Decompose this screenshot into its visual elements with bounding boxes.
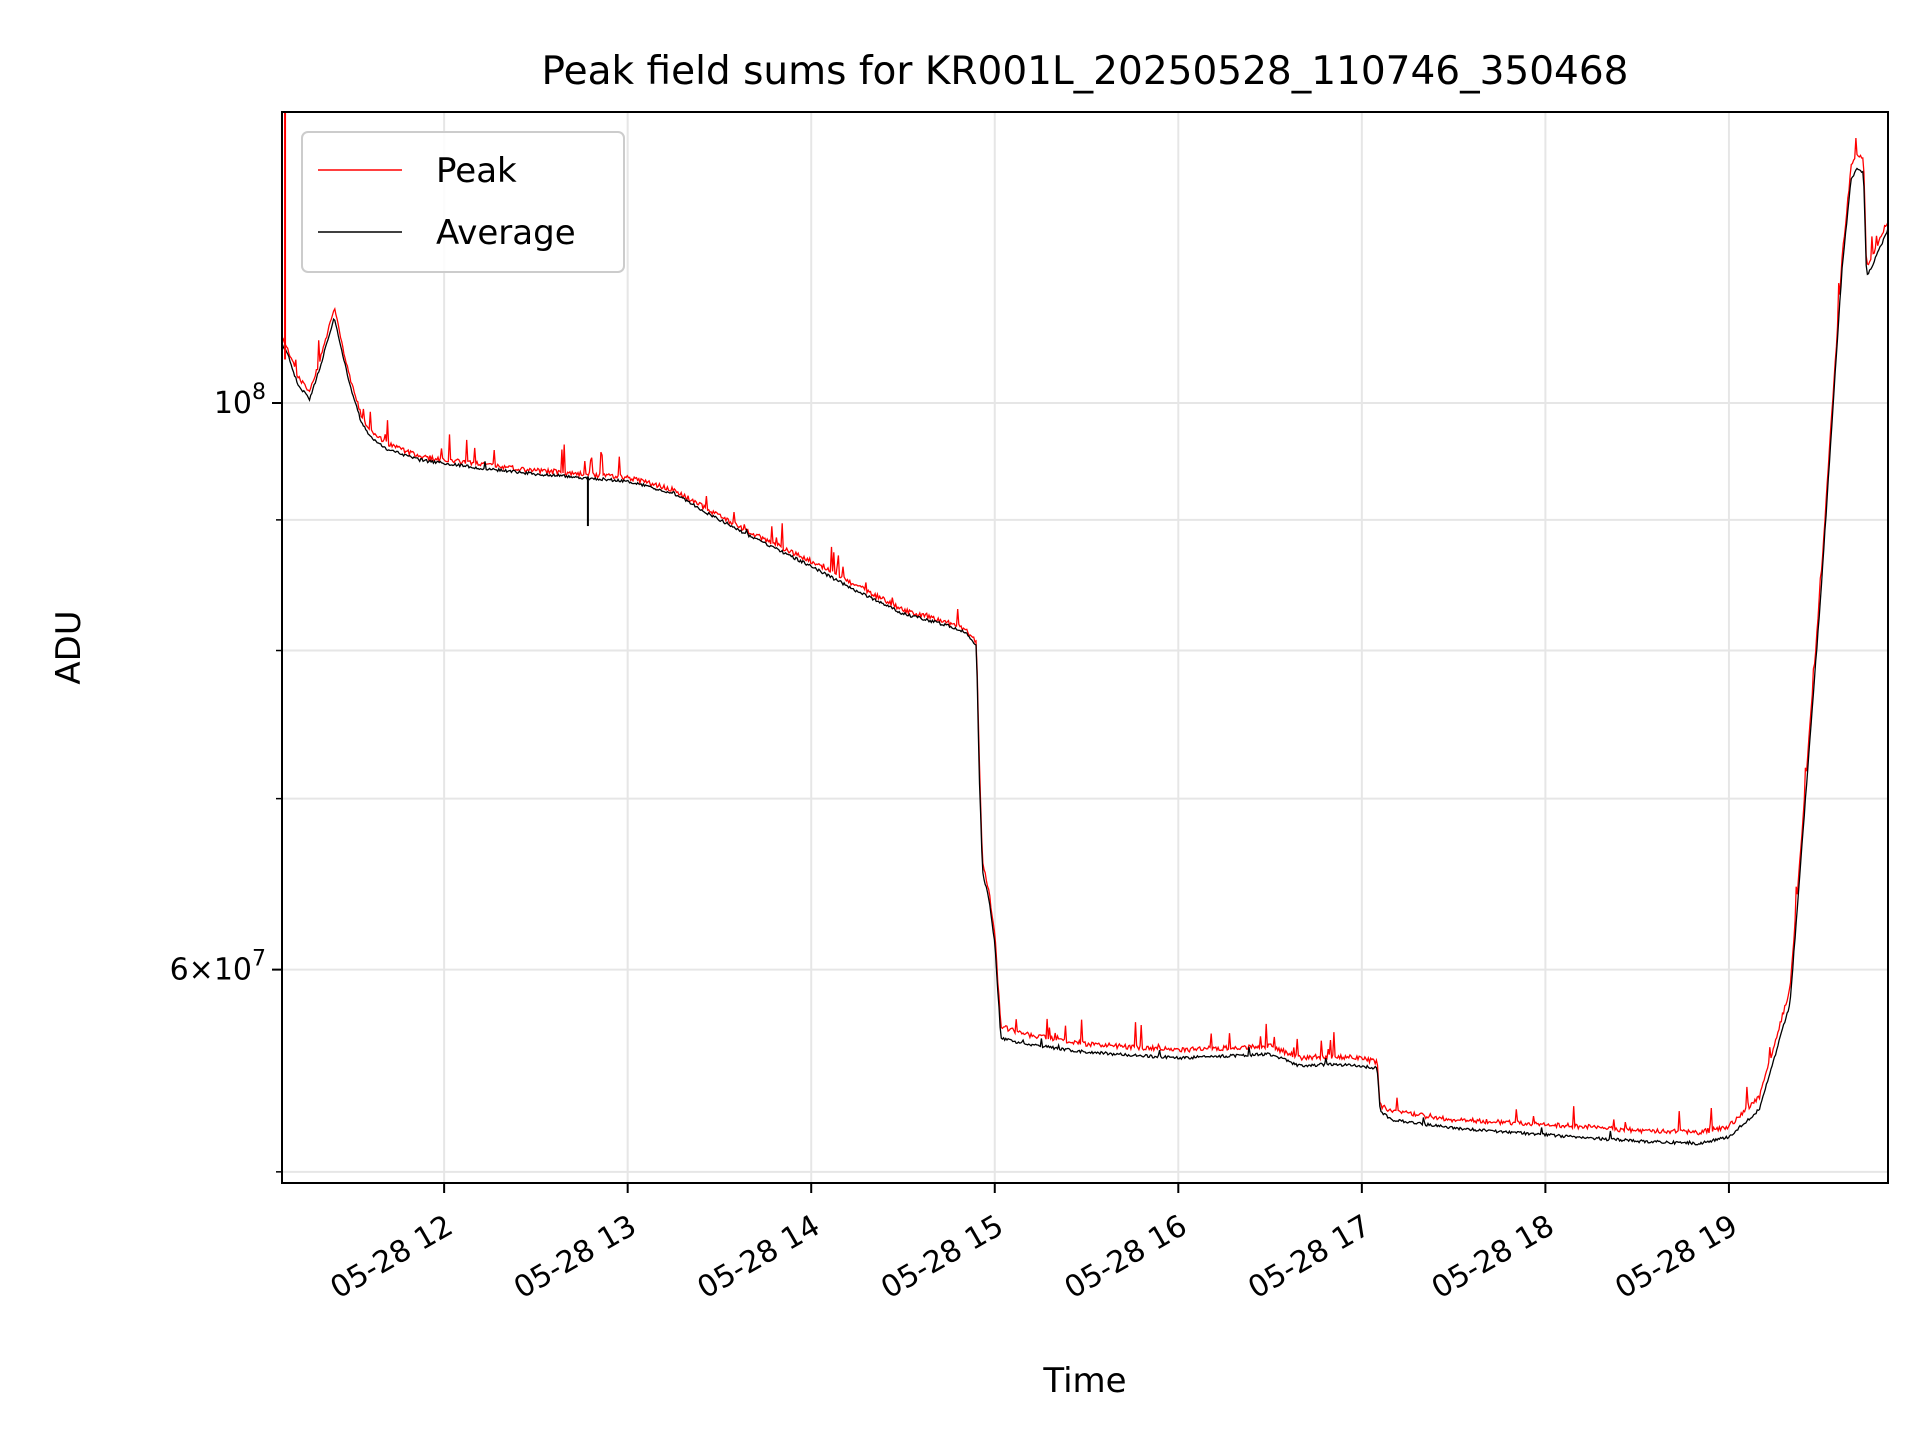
x-axis-label: Time bbox=[1042, 1361, 1126, 1401]
grid bbox=[282, 112, 1888, 1183]
y-axis-label: ADU bbox=[49, 610, 89, 684]
series-line-peak bbox=[282, 138, 1888, 1136]
y-tick-exponent: 7 bbox=[252, 947, 266, 972]
y-tick-exponent: 8 bbox=[252, 380, 266, 405]
legend-box bbox=[301, 131, 625, 273]
y-tick-label: 108 bbox=[214, 380, 266, 421]
y-tick-label: 6×107 bbox=[170, 947, 266, 988]
y-tick-mantissa: 6× bbox=[170, 953, 214, 988]
series-line-average bbox=[282, 167, 1888, 1146]
plot-frame bbox=[281, 111, 1889, 1184]
legend-label-peak: Peak bbox=[436, 151, 517, 191]
y-tick-base: 10 bbox=[214, 386, 252, 421]
chart-title: Peak field sums for KR001L_20250528_1107… bbox=[542, 49, 1629, 94]
legend: Peak Average bbox=[301, 131, 625, 273]
legend-label-average: Average bbox=[436, 213, 576, 253]
y-tick-base: 10 bbox=[214, 953, 252, 988]
plot-series-group bbox=[282, 112, 1888, 1146]
